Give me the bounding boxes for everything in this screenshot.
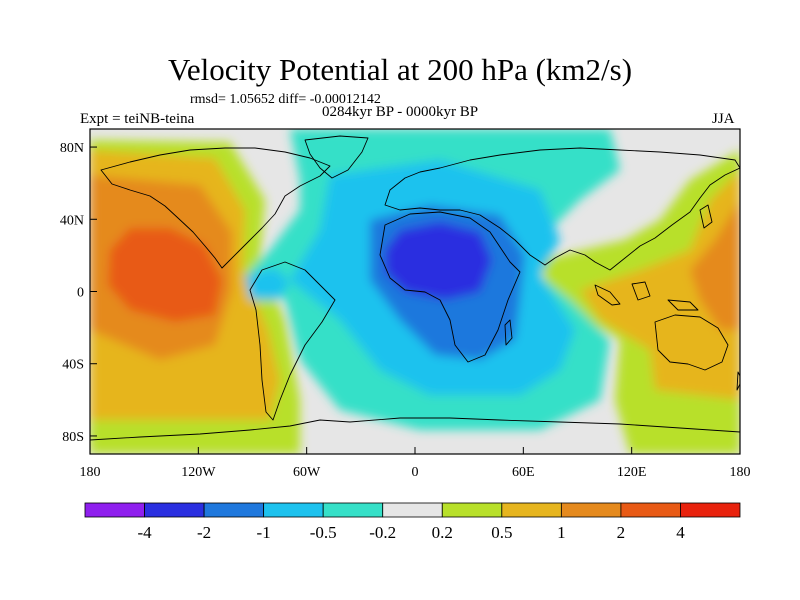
- y-tick-label: 40S: [62, 358, 84, 373]
- y-tick-label: 80S: [62, 430, 84, 445]
- pacific-red-region: [108, 228, 222, 322]
- colorbar-label: 4: [676, 523, 685, 542]
- y-tick-label: 80N: [60, 141, 84, 156]
- colorbar-label: -2: [197, 523, 211, 542]
- colorbar-swatch: [680, 502, 741, 518]
- x-tick-label: 60E: [512, 465, 535, 480]
- antarctica-coastline: [90, 417, 740, 441]
- colorbar-swatch: [263, 502, 324, 518]
- contour-fill-layer: [90, 129, 740, 454]
- x-tick-label: 180: [730, 465, 751, 480]
- x-tick-label: 120W: [181, 465, 216, 480]
- x-tick-label: 0: [412, 465, 419, 480]
- indo-pacific-orange-region: [690, 200, 740, 330]
- colorbar-label: -0.2: [369, 523, 396, 542]
- new-guinea-coastline: [667, 299, 699, 311]
- africa-coastline: [379, 211, 521, 363]
- colorbar-swatch: [620, 502, 681, 518]
- x-tick-label: 180: [80, 465, 101, 480]
- colorbar-swatch: [441, 502, 503, 518]
- colorbar-swatch: [382, 502, 443, 518]
- y-tick-label: 40N: [60, 213, 84, 228]
- rmsd-diff-text: rmsd= 1.05652 diff= -0.00012142: [190, 92, 381, 107]
- madagascar-coastline: [504, 319, 513, 346]
- colorbar-label: -1: [257, 523, 271, 542]
- north-america-coastline: [100, 147, 331, 269]
- colorbar-swatch: [203, 502, 265, 518]
- indo-pacific-yellow-region: [580, 170, 740, 400]
- eurasia-coastline: [384, 147, 740, 271]
- colorbar-label: 0.5: [491, 523, 512, 542]
- axis-ticks: 180 120W 60W 0 60E 120E 180 80N 40N 0 40S 80S: [60, 141, 751, 480]
- colorbar-label: 0.2: [432, 523, 453, 542]
- y-tick-label: 0: [77, 286, 84, 301]
- colorbar-label: -4: [137, 523, 152, 542]
- colorbar-swatch: [144, 502, 205, 518]
- colorbar-label: 2: [617, 523, 626, 542]
- x-tick-label: 120E: [617, 465, 647, 480]
- x-tick-label: 60W: [293, 465, 321, 480]
- experiment-label: Expt = teiNB-teina: [80, 111, 195, 127]
- south-america-coastline: [249, 261, 336, 421]
- colorbar-label: 1: [557, 523, 566, 542]
- colorbar: -4 -2 -1 -0.5 -0.2 0.2 0.5 1 2 4: [84, 502, 741, 542]
- plot-title: Velocity Potential at 200 hPa (km2/s): [167, 52, 633, 87]
- period-label: 0284kyr BP - 0000kyr BP: [322, 104, 479, 120]
- colorbar-swatch: [84, 502, 145, 518]
- sumatra-coastline: [594, 284, 621, 306]
- colorbar-swatch: [322, 502, 384, 518]
- season-label: JJA: [712, 111, 735, 127]
- borneo-coastline: [631, 281, 651, 301]
- colorbar-swatch: [501, 502, 562, 518]
- greenland-coastline: [304, 135, 369, 179]
- coastlines: [90, 135, 740, 441]
- south-america-cyan-region: [245, 268, 290, 300]
- colorbar-label: -0.5: [310, 523, 337, 542]
- australia-coastline: [654, 314, 729, 371]
- japan-coastline: [699, 204, 713, 229]
- colorbar-swatch: [560, 502, 622, 518]
- deep-blue-negative-region: [385, 222, 492, 300]
